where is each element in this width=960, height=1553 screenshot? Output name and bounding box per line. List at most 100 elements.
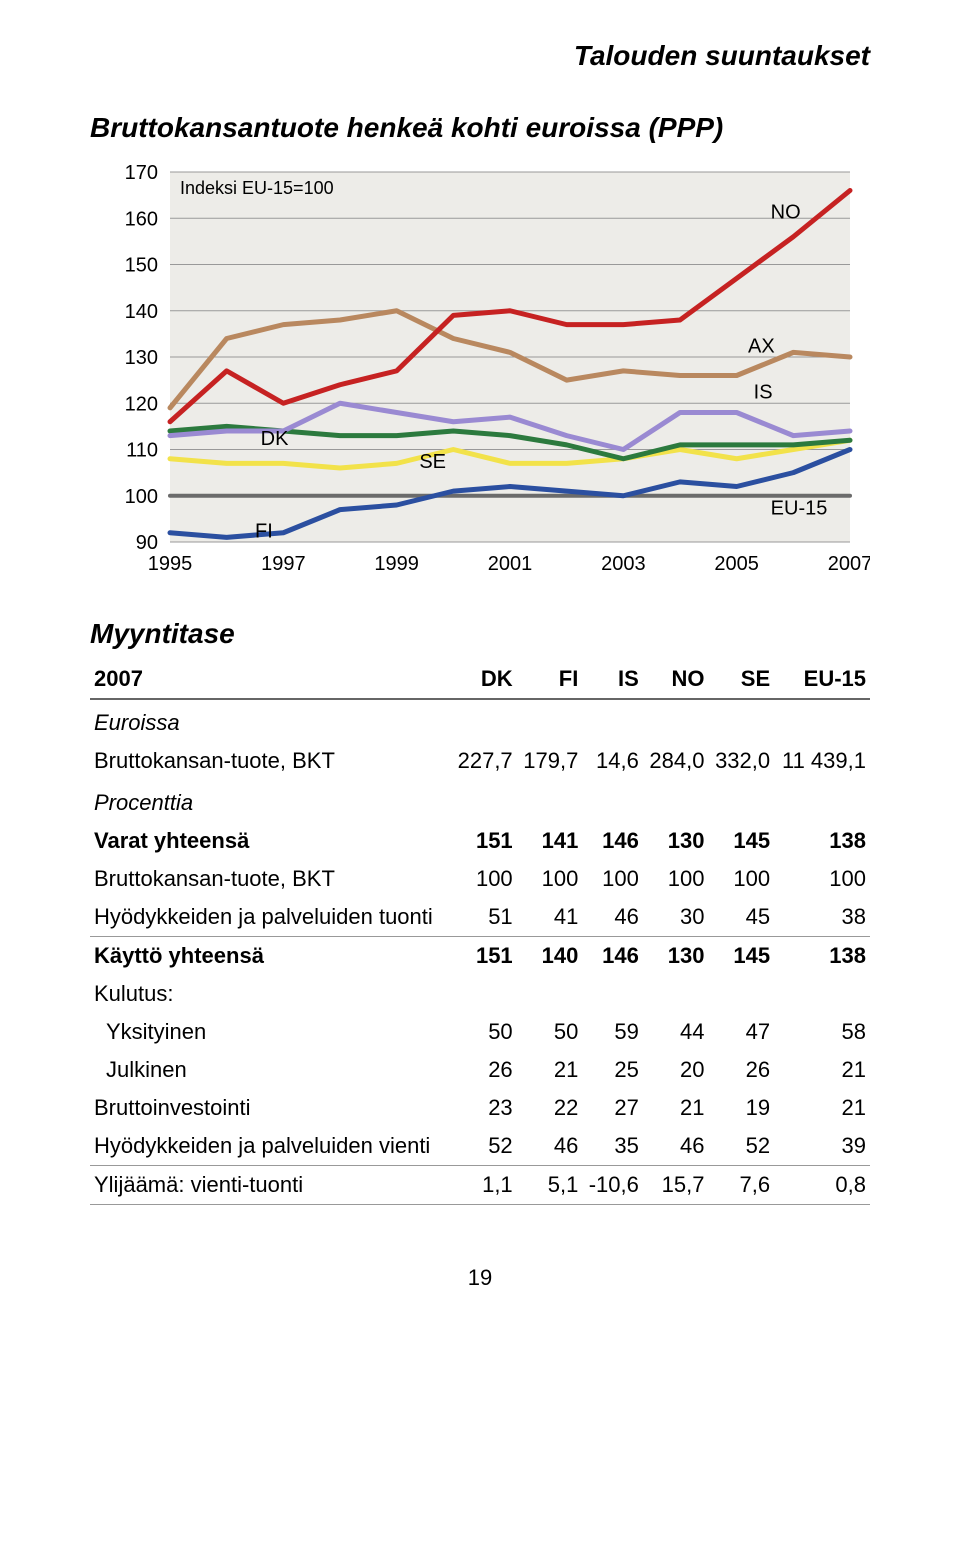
page-number: 19 <box>90 1265 870 1291</box>
svg-text:2001: 2001 <box>488 553 533 575</box>
table-column-header: EU-15 <box>774 660 870 699</box>
table-cell <box>643 975 709 1013</box>
table-row-label: Bruttoinvestointi <box>90 1089 451 1127</box>
svg-text:2003: 2003 <box>601 553 646 575</box>
svg-text:170: 170 <box>125 162 158 184</box>
table-cell: 26 <box>708 1051 774 1089</box>
table-cell: 100 <box>708 860 774 898</box>
table-cell: 141 <box>517 822 583 860</box>
line-chart-svg: 90100110120130140150160170Indeksi EU-15=… <box>90 162 870 582</box>
table-cell: 38 <box>774 898 870 937</box>
table-cell: 145 <box>708 822 774 860</box>
table-title: Myyntitase <box>90 618 870 650</box>
chart-title: Bruttokansantuote henkeä kohti euroissa … <box>90 112 870 144</box>
svg-text:1995: 1995 <box>148 553 193 575</box>
table-cell: 1,1 <box>451 1166 517 1205</box>
table-cell: 39 <box>774 1127 870 1166</box>
table-cell: 14,6 <box>582 742 643 780</box>
table-cell: 21 <box>774 1051 870 1089</box>
table-cell: 44 <box>643 1013 709 1051</box>
table-cell: 50 <box>517 1013 583 1051</box>
svg-text:IS: IS <box>754 382 773 404</box>
table-cell: 146 <box>582 822 643 860</box>
table-subhead: Euroissa <box>90 699 870 742</box>
svg-text:120: 120 <box>125 393 158 415</box>
table-row-label: Kulutus: <box>90 975 451 1013</box>
table-cell: 0,8 <box>774 1166 870 1205</box>
chart-area: 90100110120130140150160170Indeksi EU-15=… <box>90 162 870 582</box>
table-cell: 332,0 <box>708 742 774 780</box>
table-cell: 21 <box>774 1089 870 1127</box>
table-cell: 100 <box>517 860 583 898</box>
table-cell: 46 <box>643 1127 709 1166</box>
svg-text:AX: AX <box>748 335 775 357</box>
table-cell <box>517 975 583 1013</box>
svg-text:2005: 2005 <box>714 553 759 575</box>
table-cell: 46 <box>582 898 643 937</box>
table-cell: 26 <box>451 1051 517 1089</box>
table-cell: 5,1 <box>517 1166 583 1205</box>
table-cell: -10,6 <box>582 1166 643 1205</box>
table-column-header: SE <box>708 660 774 699</box>
table-cell <box>774 975 870 1013</box>
svg-text:DK: DK <box>261 428 289 450</box>
svg-text:1997: 1997 <box>261 553 306 575</box>
table-cell: 284,0 <box>643 742 709 780</box>
data-table: 2007DKFIISNOSEEU-15EuroissaBruttokansan-… <box>90 660 870 1205</box>
table-row-label: Julkinen <box>90 1051 451 1089</box>
table-row-label: Varat yhteensä <box>90 822 451 860</box>
table-row-label: Yksityinen <box>90 1013 451 1051</box>
table-cell: 41 <box>517 898 583 937</box>
table-cell: 47 <box>708 1013 774 1051</box>
svg-text:NO: NO <box>771 201 801 223</box>
svg-text:1999: 1999 <box>374 553 419 575</box>
table-cell: 21 <box>643 1089 709 1127</box>
table-cell: 58 <box>774 1013 870 1051</box>
table-cell: 35 <box>582 1127 643 1166</box>
svg-text:SE: SE <box>419 451 446 473</box>
table-row-label: Bruttokansan-tuote, BKT <box>90 742 451 780</box>
table-row-label: Hyödykkeiden ja palveluiden tuonti <box>90 898 451 937</box>
table-cell: 100 <box>643 860 709 898</box>
table-cell: 138 <box>774 822 870 860</box>
svg-text:130: 130 <box>125 347 158 369</box>
svg-text:Indeksi EU-15=100: Indeksi EU-15=100 <box>180 178 334 198</box>
table-cell <box>708 975 774 1013</box>
table-cell: 27 <box>582 1089 643 1127</box>
table-subhead: Procenttia <box>90 780 870 822</box>
table-cell: 100 <box>774 860 870 898</box>
table-year-header: 2007 <box>90 660 451 699</box>
table-cell: 100 <box>582 860 643 898</box>
svg-text:FI: FI <box>255 520 273 542</box>
table-cell: 25 <box>582 1051 643 1089</box>
table-cell: 138 <box>774 937 870 976</box>
table-cell: 22 <box>517 1089 583 1127</box>
svg-text:160: 160 <box>125 208 158 230</box>
svg-text:2007: 2007 <box>828 553 870 575</box>
table-column-header: DK <box>451 660 517 699</box>
table-cell: 11 439,1 <box>774 742 870 780</box>
svg-text:150: 150 <box>125 255 158 277</box>
table-column-header: IS <box>582 660 643 699</box>
table-cell: 15,7 <box>643 1166 709 1205</box>
table-cell: 52 <box>708 1127 774 1166</box>
table-cell: 52 <box>451 1127 517 1166</box>
table-cell: 20 <box>643 1051 709 1089</box>
table-cell: 46 <box>517 1127 583 1166</box>
table-cell: 145 <box>708 937 774 976</box>
table-cell: 151 <box>451 822 517 860</box>
table-cell: 19 <box>708 1089 774 1127</box>
table-cell: 140 <box>517 937 583 976</box>
table-cell: 227,7 <box>451 742 517 780</box>
table-cell: 59 <box>582 1013 643 1051</box>
table-cell: 130 <box>643 937 709 976</box>
table-row-label: Ylijäämä: vienti-tuonti <box>90 1166 451 1205</box>
svg-text:EU-15: EU-15 <box>771 497 828 519</box>
table-cell: 30 <box>643 898 709 937</box>
table-cell: 23 <box>451 1089 517 1127</box>
svg-text:90: 90 <box>136 532 158 554</box>
table-cell: 21 <box>517 1051 583 1089</box>
table-cell: 179,7 <box>517 742 583 780</box>
table-row-label: Bruttokansan-tuote, BKT <box>90 860 451 898</box>
table-cell <box>582 975 643 1013</box>
